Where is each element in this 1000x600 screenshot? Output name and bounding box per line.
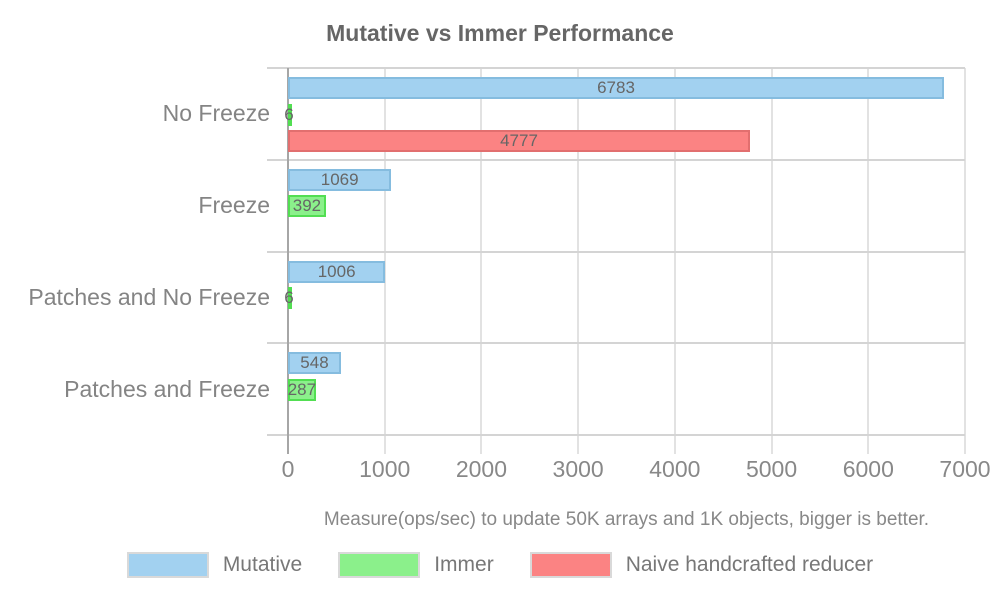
bar-value-label: 392 — [292, 196, 322, 216]
legend-label: Mutative — [222, 553, 303, 576]
bar-value-label: 4777 — [500, 131, 538, 150]
horizontal-gridline — [267, 67, 965, 69]
horizontal-gridline — [267, 434, 965, 436]
vertical-gridline — [770, 68, 773, 454]
horizontal-gridline — [267, 342, 965, 345]
category-label: Freeze — [198, 192, 270, 219]
legend-label: Immer — [434, 553, 494, 576]
x-tick-label: 7000 — [939, 456, 991, 482]
bar-value-label: 6 — [284, 288, 294, 307]
bar-immer — [288, 287, 292, 309]
x-tick-label: 6000 — [842, 456, 894, 482]
bar-immer — [288, 378, 316, 401]
legend-item-mutative: Mutative — [126, 552, 303, 578]
x-tick-label: 1000 — [359, 456, 411, 482]
bar-value-label: 287 — [287, 379, 317, 399]
legend-swatch — [126, 552, 209, 578]
bar-naive-handcrafted-reducer — [288, 130, 750, 152]
vertical-gridline — [480, 68, 483, 454]
vertical-gridline — [867, 68, 870, 454]
x-tick-label: 0 — [281, 456, 295, 482]
legend: Mutative Immer Naive handcrafted reducer — [0, 552, 1000, 578]
horizontal-gridline — [267, 250, 965, 253]
bar-immer — [288, 103, 292, 126]
horizontal-gridline — [267, 158, 965, 161]
bar-mutative — [288, 352, 341, 375]
x-tick-label: 5000 — [745, 456, 798, 482]
category-label: Patches and Freeze — [64, 375, 270, 402]
category-label: No Freeze — [162, 100, 270, 127]
chart-subtitle: Measure(ops/sec) to update 50K arrays an… — [323, 509, 930, 530]
x-tick-label: 4000 — [649, 456, 701, 482]
legend-item-immer: Immer — [338, 552, 494, 578]
chart-title: Mutative vs Immer Performance — [326, 20, 674, 46]
vertical-gridline — [964, 68, 966, 454]
legend-item-naive-handcrafted-reducer: Naive handcrafted reducer — [529, 552, 874, 578]
x-tick-label: 3000 — [552, 456, 604, 482]
bar-value-label: 6 — [284, 104, 294, 124]
vertical-gridline — [673, 68, 676, 454]
bar-mutative — [288, 77, 944, 99]
value-axis: 0 1000 2000 3000 4000 5000 6000 7000 — [282, 456, 991, 486]
category-label: Patches and No Freeze — [28, 283, 270, 310]
bar-value-label: 6783 — [597, 78, 635, 97]
bar-mutative — [288, 168, 392, 191]
legend-swatch — [529, 552, 612, 578]
category-axis: No Freeze Freeze Patches and No Freeze Patc… — [0, 68, 278, 435]
legend-label: Naive handcrafted reducer — [625, 553, 874, 576]
bar-value-label: 1006 — [317, 261, 356, 281]
bar-immer — [288, 195, 326, 218]
legend-swatch — [338, 552, 421, 578]
bar-mutative — [288, 260, 386, 283]
plot-area: 6783 1069 1006 548 6 392 6 287 4777 — [267, 67, 966, 454]
vertical-gridline — [577, 68, 580, 454]
bar-value-label: 548 — [300, 353, 329, 373]
x-tick-label: 2000 — [455, 456, 508, 482]
bar-value-label: 1069 — [320, 169, 359, 189]
